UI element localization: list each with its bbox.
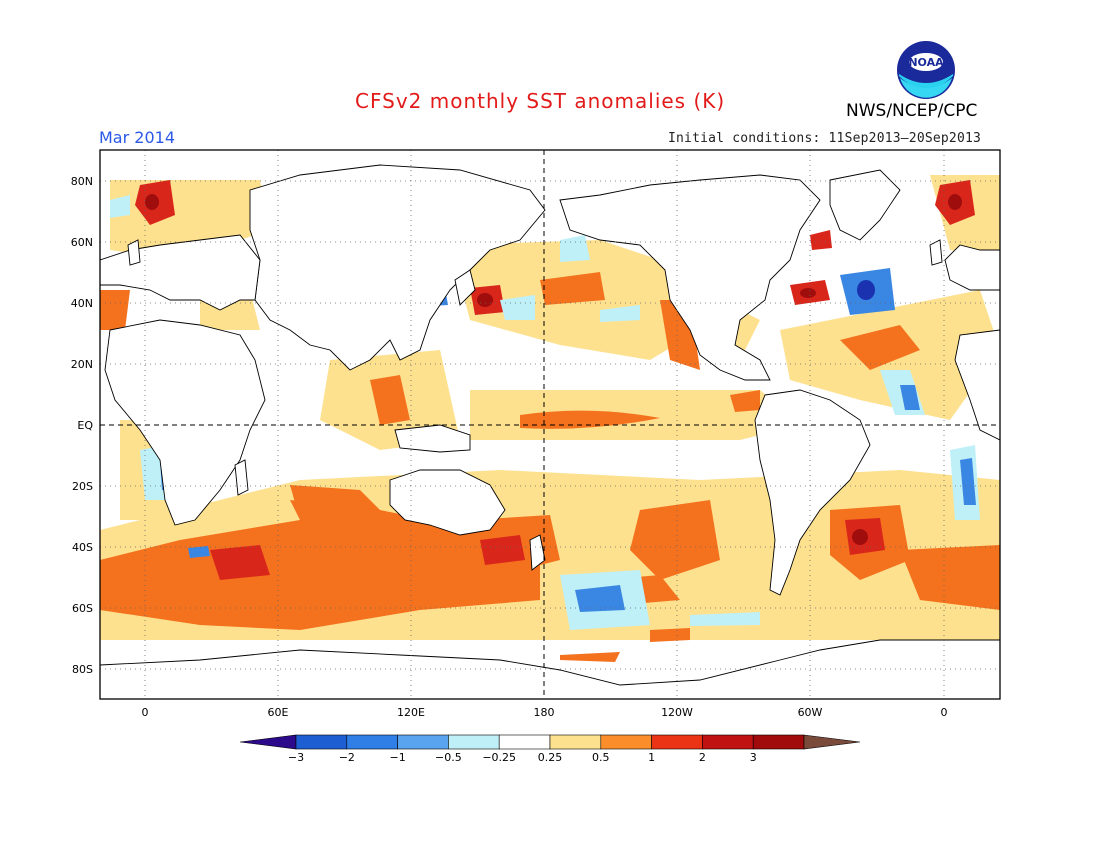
colorbar-tick-label: 0.5 [592,751,610,764]
lat-label: 40S [72,541,93,554]
lat-labels: 80N 60N 40N 20N EQ 20S 40S 60S 80S [71,175,94,676]
lon-label: 60W [798,706,823,719]
lon-label: 0 [941,706,948,719]
lat-label: 80S [72,663,93,676]
colorbar-box [752,734,805,750]
agency-label: NWS/NCEP/CPC [846,101,978,121]
anomaly-fill-layer [100,175,1000,662]
lon-labels: 0 60E 120E 180 120W 60W 0 [142,706,948,719]
lon-label: 60E [268,706,289,719]
colorbar-box [448,734,500,750]
colorbar-tick-label: −0.5 [435,751,462,764]
logo-text: NOAA [908,56,944,69]
continent-outlines [100,164,1000,699]
colorbar-tick-label: −2 [339,751,355,764]
colorbar-box [295,734,348,750]
colorbar-tick-label: −3 [288,751,304,764]
colorbar-tick-label: 3 [750,751,757,764]
colorbar-box [600,734,652,750]
valid-month: Mar 2014 [99,128,175,147]
colorbar-arrow-low [239,734,297,750]
colorbar-tick-label: 0.25 [538,751,563,764]
lon-label: 0 [142,706,149,719]
colorbar-labels: −3 −2 −1 −0.5 −0.25 0.25 0.5 1 2 3 [288,751,757,764]
colorbar-tick-label: −0.25 [482,751,516,764]
colorbar-box [702,734,754,750]
colorbar-box [498,734,551,750]
lat-label: 40N [71,297,93,310]
colorbar-tick-label: 1 [648,751,655,764]
grid-lines [100,150,1000,699]
chart-title: CFSv2 monthly SST anomalies (K) [355,89,726,113]
lat-label: 60S [72,602,93,615]
lat-label: 80N [71,175,93,188]
colorbar-tick-label: −1 [389,751,405,764]
lon-label: 180 [534,706,555,719]
colorbar-box [651,734,703,750]
initial-conditions: Initial conditions: 11Sep2013–20Sep2013 [668,131,982,146]
lon-label: 120W [661,706,693,719]
colorbar-tick-label: 2 [699,751,706,764]
colorbar-boxes [239,734,861,750]
colorbar-arrow-high [803,734,861,750]
map-frame [99,149,1001,700]
lon-label: 120E [397,706,425,719]
lat-label: EQ [77,419,93,432]
colorbar-box [397,734,449,750]
lat-label: 20S [72,480,93,493]
colorbar-box [346,734,398,750]
noaa-logo: NOAA [896,40,956,100]
lat-label: 60N [71,236,93,249]
reference-lines [100,150,1000,699]
lat-label: 20N [71,358,93,371]
colorbar-box [549,734,602,750]
